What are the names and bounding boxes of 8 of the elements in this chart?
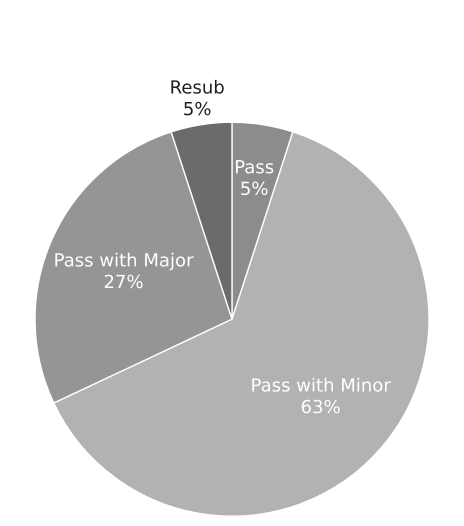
slice-label: Pass with Minor: [252, 378, 391, 392]
slice-label: Pass with Major: [55, 252, 194, 270]
data-label: 63%: [302, 400, 340, 414]
data-label: 5%: [241, 181, 268, 196]
slice-label: Pass: [236, 160, 274, 174]
data-label: 27%: [104, 274, 143, 288]
slice-label: Resub: [171, 80, 224, 94]
data-label: 5%: [184, 102, 211, 116]
